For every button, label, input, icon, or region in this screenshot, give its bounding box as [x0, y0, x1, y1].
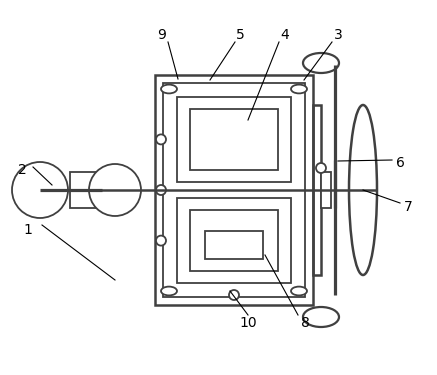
Ellipse shape	[303, 53, 339, 73]
Bar	[155, 75, 313, 305]
Bar	[177, 97, 291, 182]
Ellipse shape	[291, 85, 307, 93]
Ellipse shape	[161, 85, 177, 93]
Ellipse shape	[12, 162, 68, 218]
Bar	[190, 109, 278, 170]
Text: 10: 10	[239, 316, 257, 330]
Bar	[205, 231, 263, 259]
Bar	[163, 83, 305, 297]
Text: 8: 8	[301, 316, 309, 330]
Bar	[313, 105, 321, 275]
Ellipse shape	[156, 134, 166, 144]
Bar	[190, 210, 278, 271]
Bar	[177, 198, 291, 283]
Text: 1: 1	[24, 223, 32, 237]
Ellipse shape	[89, 164, 141, 216]
Text: 6: 6	[395, 156, 404, 170]
Text: 9: 9	[158, 28, 166, 42]
Ellipse shape	[156, 185, 166, 195]
Ellipse shape	[316, 163, 326, 173]
Text: 3: 3	[333, 28, 342, 42]
Ellipse shape	[303, 307, 339, 327]
Text: 7: 7	[404, 200, 413, 214]
Bar	[321, 172, 331, 208]
Ellipse shape	[161, 286, 177, 296]
Text: 4: 4	[281, 28, 289, 42]
Text: 5: 5	[236, 28, 244, 42]
Text: 2: 2	[17, 163, 26, 177]
Ellipse shape	[156, 236, 166, 246]
Ellipse shape	[291, 286, 307, 296]
Ellipse shape	[229, 290, 239, 300]
Ellipse shape	[349, 105, 377, 275]
Bar	[70, 172, 120, 208]
